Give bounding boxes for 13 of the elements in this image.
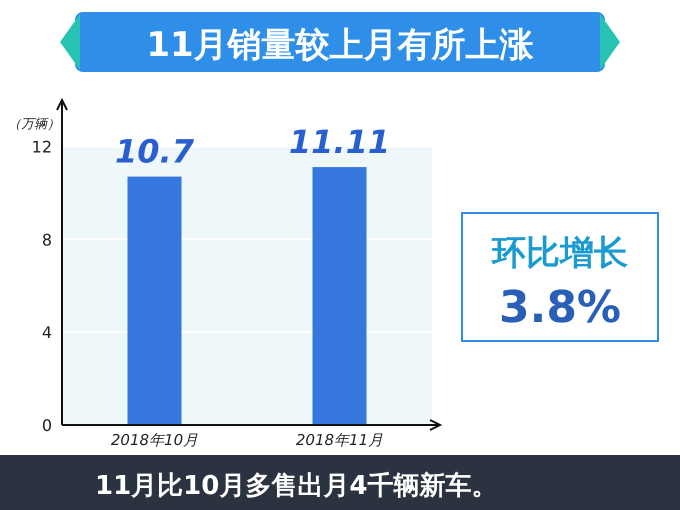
- text: 11月比10月多售出月4千辆新车。: [95, 471, 498, 501]
- chart-title: 11月销量较上月有所上涨: [146, 25, 535, 65]
- text: 3.8%: [498, 282, 622, 333]
- data-label: 11.11: [288, 123, 390, 162]
- text: 环比增长: [490, 233, 628, 273]
- x-tick-label: 2018年10月: [110, 431, 198, 449]
- y-axis-title: （万辆）: [8, 117, 60, 132]
- y-tick-label: 4: [42, 323, 52, 342]
- y-tick-label: 0: [42, 416, 52, 435]
- x-tick-label: 2018年11月: [296, 431, 384, 449]
- y-tick-label: 8: [42, 230, 52, 250]
- data-label: 10.7: [115, 132, 195, 171]
- y-tick-label: 12: [32, 137, 52, 156]
